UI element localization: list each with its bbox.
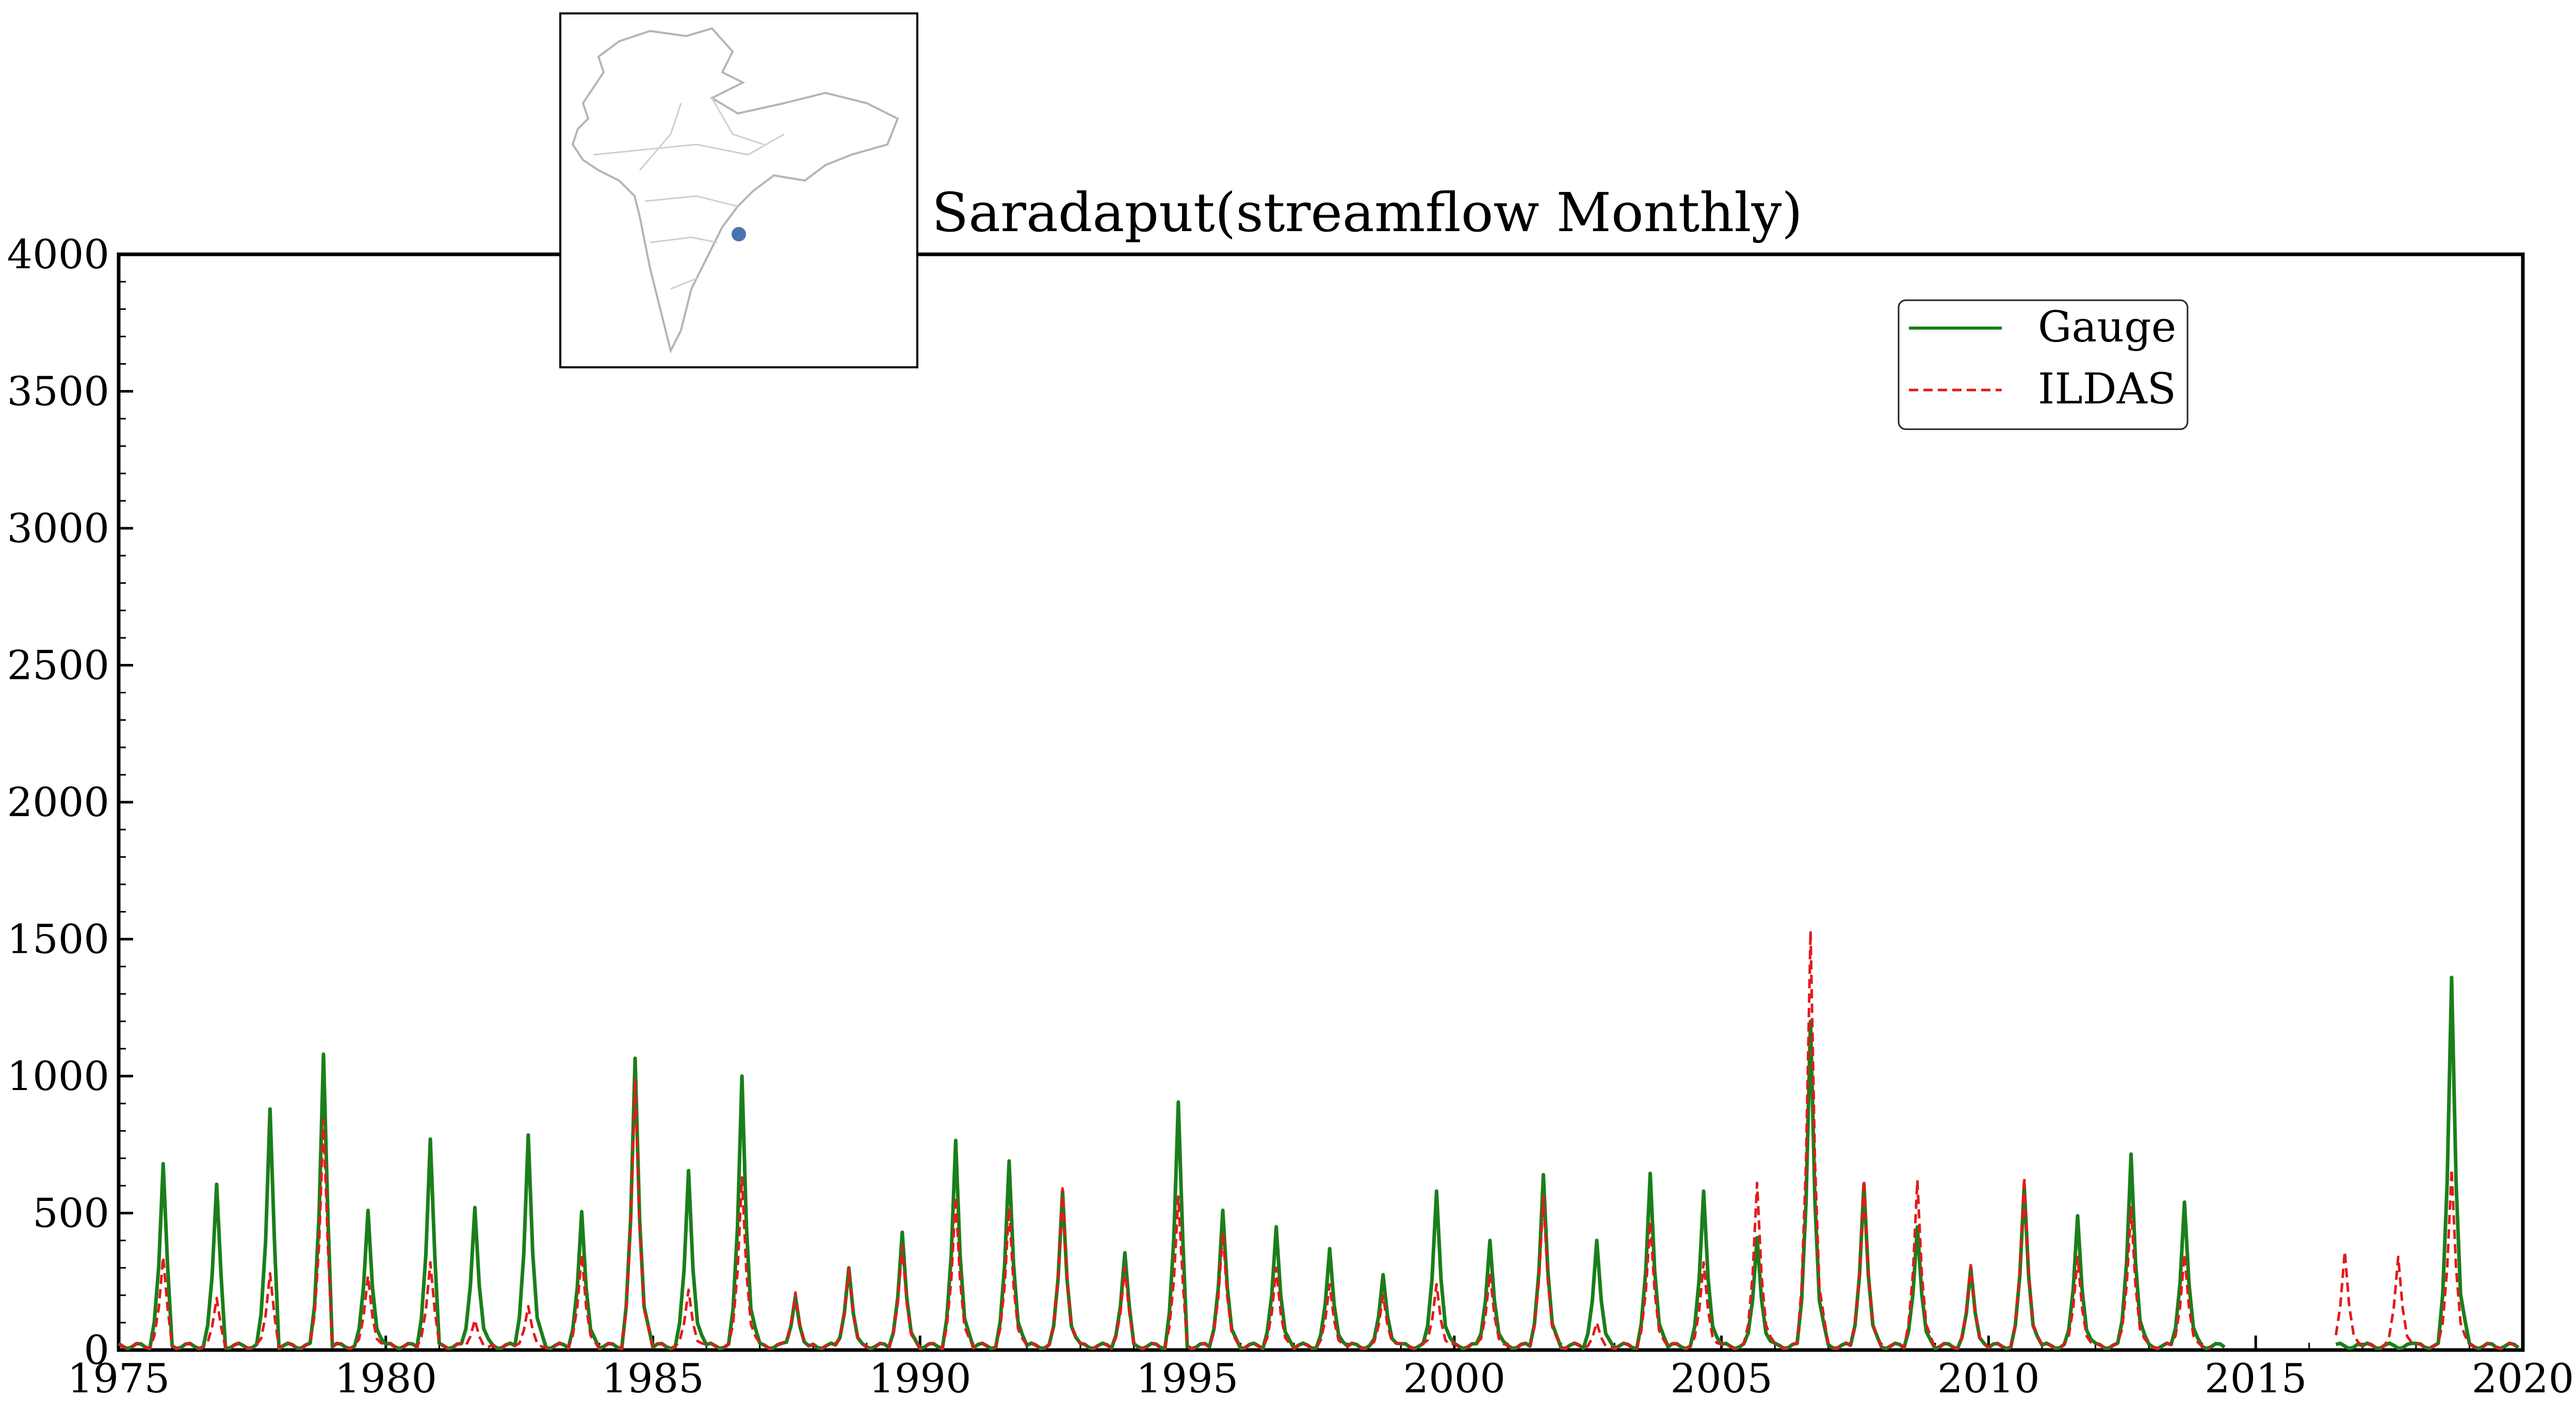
inset-map-outline bbox=[571, 27, 899, 354]
x-tick-label: 2005 bbox=[1670, 1356, 1773, 1402]
series-line-gauge bbox=[118, 976, 2520, 1351]
y-tick-label: 3000 bbox=[7, 506, 109, 552]
x-tick-label: 1985 bbox=[602, 1356, 704, 1402]
inset-map-basins bbox=[593, 97, 785, 290]
x-tick-label: 1975 bbox=[68, 1356, 170, 1402]
y-tick-label: 1500 bbox=[7, 917, 109, 963]
x-tick-label: 2010 bbox=[1937, 1356, 2040, 1402]
y-tick-label: 500 bbox=[33, 1191, 109, 1237]
inset-map-frame bbox=[559, 12, 918, 368]
y-tick-label: 1000 bbox=[7, 1053, 109, 1100]
y-tick-label: 3500 bbox=[7, 369, 109, 415]
legend-box bbox=[1898, 299, 2189, 430]
inset-map-station-marker bbox=[732, 227, 746, 241]
y-tick-label: 2000 bbox=[7, 779, 109, 826]
chart-title: Saradaput(streamflow Monthly) bbox=[932, 181, 1803, 244]
y-tick-label: 2500 bbox=[7, 643, 109, 689]
y-tick-label: 4000 bbox=[7, 232, 109, 278]
inset-map bbox=[559, 12, 918, 368]
x-tick-label: 1980 bbox=[335, 1356, 438, 1402]
axes: 1975 1980 1985 1990 1995 2000 2005 2010 2015 2020… bbox=[7, 232, 2574, 1402]
x-tick-label: 2000 bbox=[1403, 1356, 1506, 1402]
legend: Gauge ILDAS bbox=[1898, 299, 2189, 430]
x-tick-label: 2015 bbox=[2205, 1356, 2307, 1402]
legend-gauge-label: Gauge bbox=[2038, 303, 2176, 352]
x-tick-label: 1995 bbox=[1136, 1356, 1239, 1402]
series-line-ildas bbox=[118, 930, 2519, 1350]
x-tick-label: 2020 bbox=[2472, 1356, 2574, 1402]
legend-ildas-label: ILDAS bbox=[2038, 365, 2176, 414]
x-tick-label: 1990 bbox=[869, 1356, 971, 1402]
y-tick-label: 0 bbox=[84, 1327, 109, 1374]
series-lines bbox=[118, 930, 2520, 1351]
